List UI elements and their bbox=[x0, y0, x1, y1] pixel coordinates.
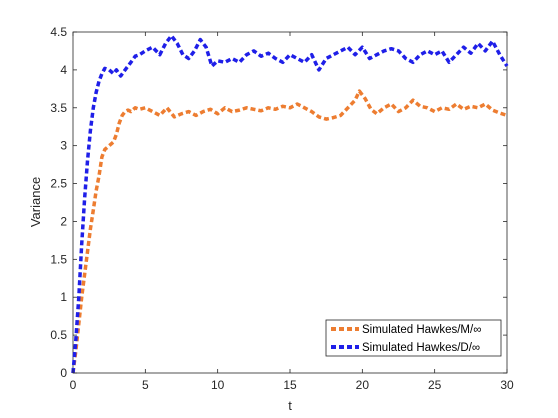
y-tick-label: 0.5 bbox=[50, 328, 67, 342]
y-tick-label: 4 bbox=[60, 63, 67, 77]
y-tick-label: 2.5 bbox=[50, 177, 67, 191]
y-tick-label: 1 bbox=[60, 290, 67, 304]
axes-layer: 0 5 10 15 20 25 30 0 0.5 1 1.5 2 2.5 3 3.5 4 4.5 bbox=[50, 25, 514, 392]
series-layer bbox=[71, 34, 509, 374]
x-tick-label: 5 bbox=[142, 378, 149, 392]
y-axis-label: Variance bbox=[28, 177, 43, 227]
legend-box bbox=[325, 319, 502, 357]
x-tick-label: 30 bbox=[500, 378, 514, 392]
y-tick-label: 2 bbox=[60, 214, 67, 228]
x-tick-label: 20 bbox=[356, 378, 370, 392]
series-line-hawkes-d bbox=[71, 34, 509, 374]
y-tick-label: 4.5 bbox=[50, 25, 67, 39]
legend-label-hawkes-d: Simulated Hawkes/D/∞ bbox=[362, 342, 480, 354]
legend-label-hawkes-m: Simulated Hawkes/M/∞ bbox=[362, 324, 481, 336]
y-tick-label: 3 bbox=[60, 139, 67, 153]
series-line-hawkes-m bbox=[71, 89, 508, 374]
x-tick-label: 0 bbox=[70, 378, 77, 392]
y-tick-label: 0 bbox=[60, 366, 67, 380]
x-tick-label: 15 bbox=[283, 378, 297, 392]
x-tick-label: 25 bbox=[428, 378, 442, 392]
x-tick-label: 10 bbox=[211, 378, 225, 392]
y-tick-label: 3.5 bbox=[50, 101, 67, 115]
x-axis-label: t bbox=[288, 398, 292, 413]
plot-area bbox=[72, 31, 508, 374]
legend: Simulated Hawkes/M/∞ Simulated Hawkes/D/… bbox=[325, 319, 502, 357]
y-tick-label: 1.5 bbox=[50, 252, 67, 266]
